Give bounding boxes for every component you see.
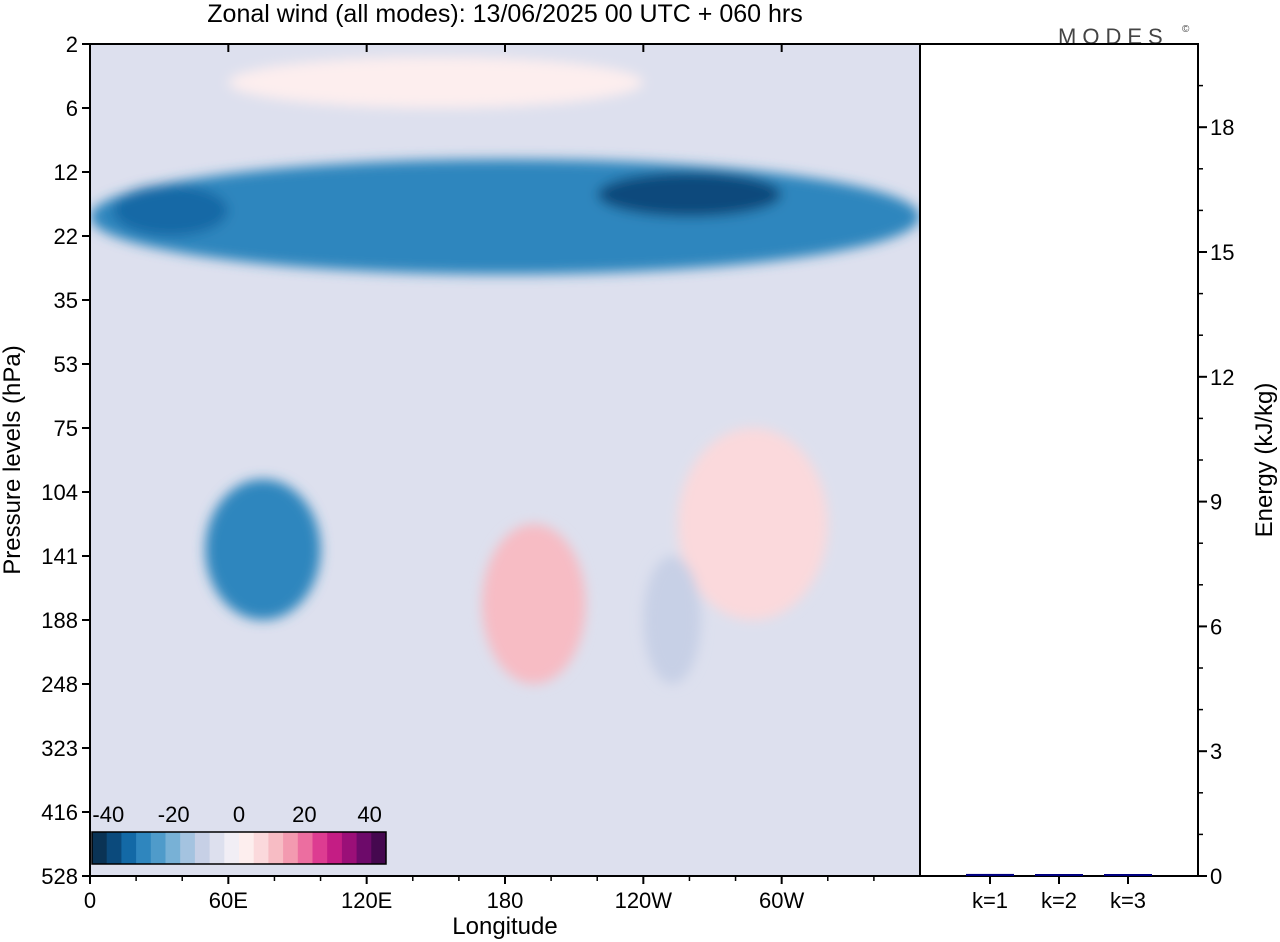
colorbar-swatch [209,832,225,864]
modes-logo: MODES © [1058,24,1190,49]
colorbar-swatch [268,832,284,864]
energy-tick-label: 9 [1210,490,1222,515]
x-tick-label: 180 [487,888,524,913]
colorbar-swatch [180,832,196,864]
energy-bar [1035,874,1083,876]
y-tick-label: 53 [54,352,78,377]
field-region [677,428,828,620]
y-tick-label: 528 [41,864,78,889]
energy-bar [966,873,1014,876]
energy-tick-label: 12 [1210,365,1234,390]
energy-axis-label: Energy (kJ/kg) [1251,383,1278,538]
colorbar: -40 -20 0 20 40 [91,802,387,865]
x-axis-label: Longitude [452,913,557,940]
colorbar-tick-label: 40 [357,802,381,827]
logo-text: MODES [1058,24,1169,49]
x-tick-label: 120E [341,888,392,913]
energy-category-label: k=2 [1041,888,1077,913]
heatmap-field [90,44,920,876]
x-tick-label: 120W [615,888,673,913]
colorbar-swatch [106,832,122,864]
y-tick-label: 2 [66,32,78,57]
field-region [228,56,644,108]
energy-tick-label: 6 [1210,614,1222,639]
colorbar-swatch [92,832,108,864]
energy-tick-label: 0 [1210,864,1222,889]
colorbar-swatch [356,832,372,864]
field-regions [90,56,920,684]
colorbar-tick-label: -20 [158,802,190,827]
colorbar-swatch [253,832,269,864]
energy-category-label: k=1 [972,888,1008,913]
colorbar-swatch [297,832,313,864]
colorbar-swatch [224,832,240,864]
field-region [643,556,701,684]
colorbar-tick-label: -40 [92,802,124,827]
y-tick-label: 323 [41,736,78,761]
chart-title: Zonal wind (all modes): 13/06/2025 00 UT… [207,0,802,28]
energy-tick-label: 3 [1210,739,1222,764]
y-tick-label: 6 [66,96,78,121]
colorbar-swatch [150,832,166,864]
energy-category-label: k=3 [1110,888,1146,913]
y-tick-label: 248 [41,672,78,697]
colorbar-swatch [371,832,387,864]
x-tick-label: 0 [84,888,96,913]
colorbar-tick-label: 20 [292,802,316,827]
y-axis-label: Pressure levels (hPa) [0,345,26,574]
y-tick-label: 75 [54,416,78,441]
colorbar-swatch [194,832,211,864]
y-tick-label: 104 [41,480,78,505]
colorbar-swatch [283,832,299,864]
colorbar-swatch [239,832,255,864]
x-axis-ticks: 0 60E 120E 180 120W 60W [84,44,875,913]
y-axis-ticks: 2 6 12 22 35 53 75 104 141 188 248 323 416 528 [41,32,90,889]
colorbar-swatch [165,832,181,864]
energy-tick-label: 18 [1210,115,1234,140]
colorbar-swatch [327,832,343,864]
colorbar-swatch [312,832,328,864]
logo-mark: © [1182,24,1190,35]
energy-panel: Energy (kJ/kg) 0 3 6 9 12 15 18 k=1 k=2 k=3 [919,43,1278,913]
y-tick-label: 35 [54,288,78,313]
colorbar-frame [91,831,387,865]
y-tick-label: 416 [41,800,78,825]
x-tick-label: 60E [209,888,248,913]
colorbar-swatch [121,832,137,864]
y-tick-label: 22 [54,224,78,249]
field-region [597,172,782,217]
x-tick-label: 60W [759,888,804,913]
colorbar-tick-label: 0 [233,802,245,827]
y-tick-label: 12 [54,160,78,185]
colorbar-swatch [136,832,152,864]
energy-tick-label: 15 [1210,240,1234,265]
y-tick-label: 141 [41,544,78,569]
y-tick-label: 188 [41,608,78,633]
colorbar-swatch [341,832,358,864]
energy-bar [1104,874,1152,876]
field-region [205,479,321,620]
energy-frame [919,43,1199,877]
field-region [113,184,229,236]
field-region [481,524,586,684]
